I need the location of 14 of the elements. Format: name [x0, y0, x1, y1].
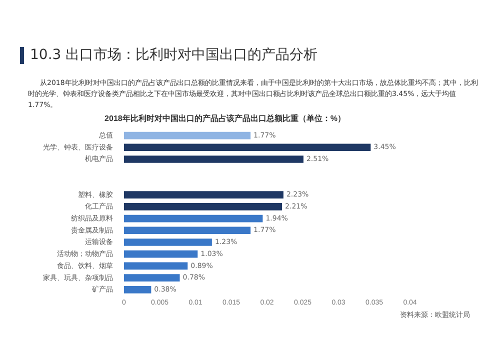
- bar: [124, 132, 251, 140]
- bar: [124, 144, 371, 152]
- bar: [124, 274, 180, 282]
- bar: [124, 202, 282, 210]
- bar: [124, 191, 284, 198]
- chart-title: 10.3 出口市场：比利时对中国出口的产品分析: [30, 46, 318, 64]
- bar: [124, 286, 152, 294]
- chart-subtitle: 2018年比利时对中国出口的产品占该产品出口总额比重（单位：%）: [104, 113, 346, 124]
- bar: [124, 238, 212, 246]
- bar: [124, 214, 263, 222]
- bar: [124, 250, 198, 258]
- bar: [124, 226, 251, 234]
- bar: [124, 262, 188, 270]
- bar: [124, 156, 304, 163]
